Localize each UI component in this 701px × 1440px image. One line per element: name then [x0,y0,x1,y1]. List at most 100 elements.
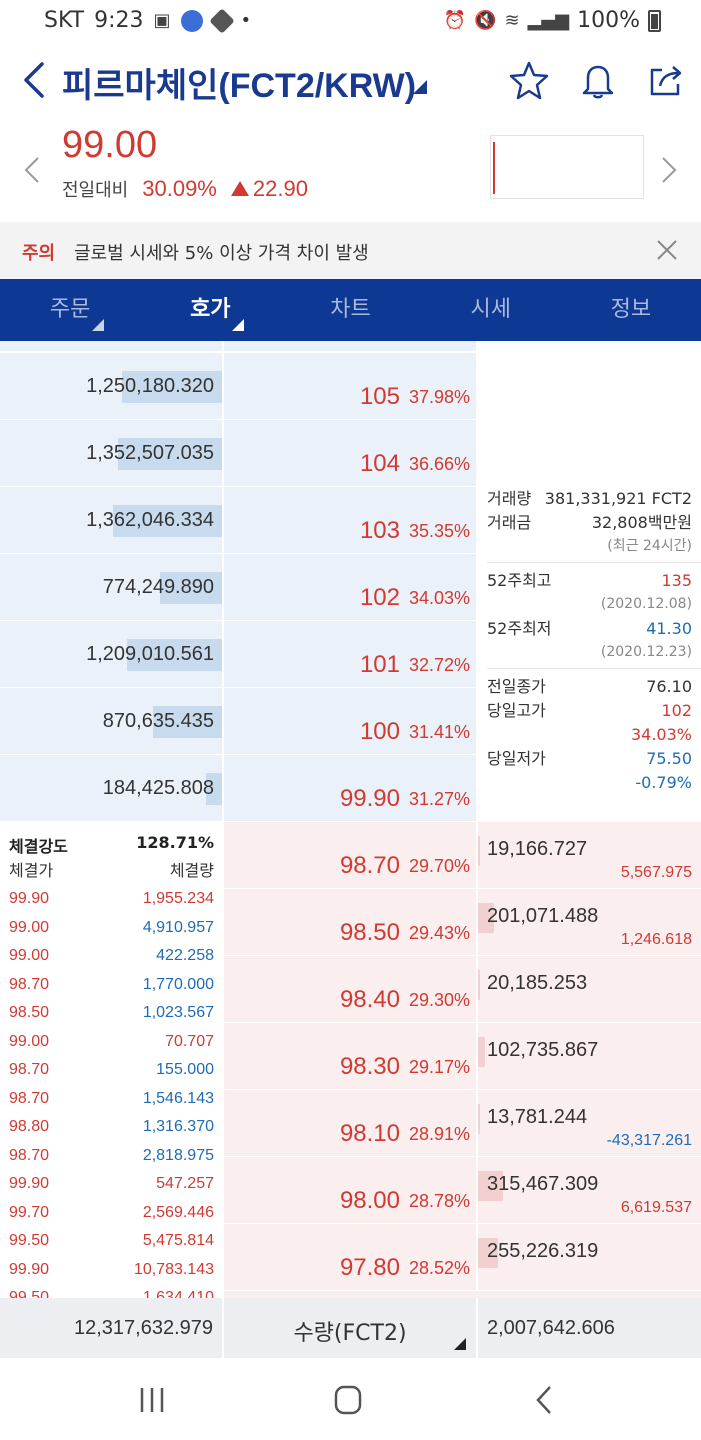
app-notification-icon [180,9,203,32]
ask-volume: 1,209,010.561 [86,643,214,665]
order-book[interactable]: 1,250,180.320 105 37.98% 1,352,507.035 104 36… [0,341,701,1298]
day-low-label: 당일저가 [487,749,546,768]
trade-history[interactable]: 체결강도 128.71% 체결가 체결량 99.90 1,955.234 99.00… [0,823,222,1298]
bid-price-cell[interactable]: 98.40 29.30% [224,956,476,1022]
trade-row: 99.00 422.258 [9,942,214,971]
recent-apps-button[interactable] [132,1382,172,1418]
period-note: (최근 24시간) [607,538,692,554]
system-back-button[interactable] [524,1382,564,1418]
amount-label: 거래금 [487,513,532,532]
trade-row: 99.90 1,955.234 [9,885,214,914]
ask-row[interactable]: 1,352,507.035 104 36.66% [0,420,701,486]
ask-row[interactable]: 1,209,010.561 101 32.72% [0,621,701,687]
bid-price-cell[interactable]: 98.10 28.91% [224,1090,476,1156]
bid-volume-bar [478,970,480,1000]
ask-row-partial [0,341,222,351]
favorite-star-button[interactable] [509,60,549,100]
ask-row[interactable]: 1,362,046.334 103 35.35% [0,487,701,553]
trade-price-header: 체결가 [9,861,54,880]
bid-volume-cell: 201,071.488 1,246.618 [478,889,701,955]
trade-price: 98.50 [9,1004,50,1021]
price-alert-button[interactable] [578,60,618,100]
tab-label: 정보 [610,297,652,322]
close-icon [657,240,677,260]
bid-volume-bar [478,903,494,933]
mini-price-chart[interactable] [490,135,644,199]
ask-price-cell[interactable]: 100 31.41% [224,688,476,754]
bid-volume-cell: 102,735.867 [478,1023,701,1089]
notice-banner: 주의 글로벌 시세와 5% 이상 가격 차이 발생 [0,222,701,279]
ask-percent: 31.41% [408,722,470,742]
bid-row[interactable]: 98.70 29.70% 19,166.727 5,567.975 [0,822,701,888]
trade-header: 체결가 체결량 [9,857,214,881]
bid-row[interactable]: 98.00 28.78% 315,467.309 6,619.537 [0,1157,701,1223]
unit-selector[interactable]: 수량(FCT2) [224,1298,476,1358]
day-high-label: 당일고가 [487,701,546,720]
ask-price-cell[interactable]: 102 34.03% [224,554,476,620]
gallery-icon: ▣ [153,10,171,31]
trade-row: 99.90 547.257 [9,1170,214,1199]
high52-label: 52주최고 [487,571,552,590]
low52-row: 52주최저 41.30 [478,617,701,641]
notice-close-button[interactable] [653,236,681,264]
ask-volume-cell: 774,249.890 [0,554,222,620]
bid-price-cell[interactable]: 98.00 28.78% [224,1157,476,1223]
ask-volume-bar [113,505,222,537]
bid-price-cell[interactable]: 98.70 29.70% [224,822,476,888]
ask-volume-bar [127,639,222,671]
tab-market[interactable]: 시세 [421,279,561,341]
ask-price-cell[interactable]: 105 37.98% [224,353,476,419]
trade-row: 98.70 1,770.000 [9,971,214,1000]
bid-volume-cell: 19,166.727 5,567.975 [478,822,701,888]
home-button[interactable] [328,1382,368,1418]
bid-row[interactable]: 98.40 29.30% 20,185.253 [0,956,701,1022]
trade-price: 99.00 [9,947,50,964]
ask-row[interactable]: 870,635.435 100 31.41% [0,688,701,754]
ask-price-cell[interactable]: 101 32.72% [224,621,476,687]
tab-order[interactable]: 주문 [0,279,140,341]
bid-row[interactable]: 98.50 29.43% 201,071.488 1,246.618 [0,889,701,955]
high52-date: (2020.12.08) [600,596,692,612]
tab-chart[interactable]: 차트 [280,279,420,341]
tab-info[interactable]: 정보 [561,279,701,341]
back-button[interactable] [16,58,52,102]
ask-price: 101 [359,651,400,678]
battery-icon [648,9,661,32]
back-arrow-icon [24,62,44,98]
coin-select-caret-icon[interactable] [413,80,427,94]
chevron-left-icon [24,157,39,183]
ask-volume: 774,249.890 [102,576,214,598]
next-coin-button[interactable] [655,150,683,190]
tab-caret-icon [232,319,245,331]
ask-price-cell[interactable]: 103 35.35% [224,487,476,553]
clock: 9:23 [94,8,144,33]
ask-total: 12,317,632.979 [73,1317,213,1339]
bid-row[interactable]: 97.80 28.52% 255,226.319 [0,1224,701,1290]
share-button[interactable] [646,60,686,100]
prev-coin-button[interactable] [18,150,46,190]
bid-row[interactable]: 98.30 29.17% 102,735.867 [0,1023,701,1089]
trade-price: 98.70 [9,1146,50,1164]
up-triangle-icon [230,181,249,196]
tab-orderbook[interactable]: 호가 [140,279,280,341]
alarm-icon: ⏰ [443,10,467,31]
coin-title[interactable]: 피르마체인(FCT2/KRW) [62,67,417,105]
day-high-pct: 34.03% [630,725,692,744]
ask-price-cell[interactable]: 104 36.66% [224,420,476,486]
bid-price-cell[interactable]: 98.50 29.43% [224,889,476,955]
bid-row[interactable]: 98.10 28.91% 13,781.244 -43,317.261 [0,1090,701,1156]
ask-row-partial [224,341,476,351]
bid-price-cell[interactable]: 98.30 29.17% [224,1023,476,1089]
ask-row[interactable]: 774,249.890 102 34.03% [0,554,701,620]
ask-row[interactable]: 184,425.808 99.90 31.27% [0,755,701,821]
tab-label: 호가 [190,297,231,322]
trade-qty: 1,023.567 [142,1004,214,1021]
bid-volume-cell: 255,226.319 [478,1224,701,1290]
ask-price-cell[interactable]: 99.90 31.27% [224,755,476,821]
trade-price: 98.80 [9,1118,50,1135]
ask-row[interactable]: 1,250,180.320 105 37.98% [0,353,701,419]
bid-price-cell[interactable]: 97.80 28.52% [224,1224,476,1290]
trade-qty: 4,910.957 [142,918,214,936]
trade-qty: 1,316.370 [142,1118,214,1135]
trade-price: 98.70 [9,1089,50,1107]
